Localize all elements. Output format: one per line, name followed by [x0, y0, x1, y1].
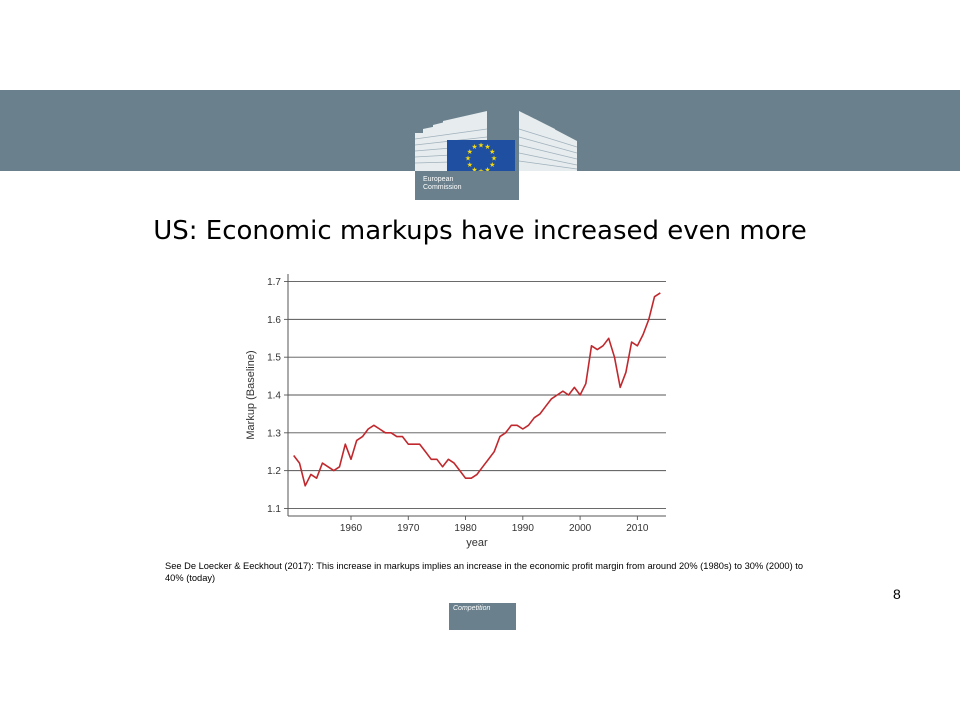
eu-stars-icon: ★★★★★★★★★★★★: [465, 142, 497, 176]
y-axis-label: Markup (Baseline): [245, 350, 257, 439]
x-tick-label: 1990: [512, 523, 535, 534]
eu-star-icon: ★: [484, 166, 490, 174]
eu-star-icon: ★: [484, 143, 490, 151]
y-tick-label: 1.1: [267, 504, 281, 515]
eu-star-icon: ★: [471, 143, 477, 151]
x-tick-label: 1970: [397, 523, 420, 534]
logo-text: European Commission: [423, 176, 462, 192]
footer-tag-label: Competition: [453, 605, 491, 612]
x-tick-label: 2000: [569, 523, 592, 534]
european-commission-logo: ★★★★★★★★★★★★: [415, 111, 577, 200]
eu-star-icon: ★: [467, 148, 473, 156]
eu-star-icon: ★: [465, 155, 471, 163]
eu-flag: [447, 140, 515, 176]
eu-star-icon: ★: [471, 166, 477, 174]
y-tick-label: 1.2: [267, 466, 281, 477]
x-axis-label: year: [466, 537, 488, 549]
x-tick-label: 2010: [626, 523, 649, 534]
eu-star-icon: ★: [489, 148, 495, 156]
footer-tag: Competition: [449, 603, 516, 630]
chart-svg: 1.1 1.2 1.3 1.4 1.5 1.6 1.7 1960 1970 1980 1990 200…: [245, 274, 666, 549]
page-number: 8: [893, 586, 901, 602]
y-tick-label: 1.5: [267, 353, 281, 364]
y-tick-label: 1.3: [267, 428, 281, 439]
y-tick-label: 1.6: [267, 315, 281, 326]
logo-text-line2: Commission: [423, 184, 462, 191]
eu-star-icon: ★: [489, 161, 495, 169]
y-tick-label: 1.7: [267, 277, 281, 288]
eu-star-icon: ★: [491, 155, 497, 163]
footnote: See De Loecker & Eeckhout (2017): This i…: [165, 561, 804, 583]
x-tick-label: 1980: [454, 523, 477, 534]
x-tick-label: 1960: [340, 523, 363, 534]
series-line: [293, 292, 661, 487]
logo-text-line1: European: [423, 176, 454, 183]
eu-star-icon: ★: [467, 161, 473, 169]
markup-chart: 1.1 1.2 1.3 1.4 1.5 1.6 1.7 1960 1970 1980 1990 200…: [238, 262, 678, 552]
eu-star-icon: ★: [478, 142, 484, 150]
slide-title: US: Economic markups have increased even…: [153, 216, 807, 246]
y-tick-label: 1.4: [267, 391, 281, 402]
